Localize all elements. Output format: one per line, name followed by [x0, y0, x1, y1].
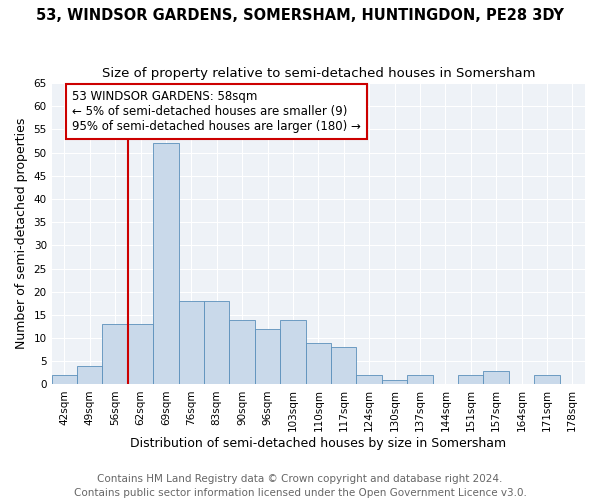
Text: Contains HM Land Registry data © Crown copyright and database right 2024.
Contai: Contains HM Land Registry data © Crown c…: [74, 474, 526, 498]
Bar: [356, 375, 382, 384]
Text: 53, WINDSOR GARDENS, SOMERSHAM, HUNTINGDON, PE28 3DY: 53, WINDSOR GARDENS, SOMERSHAM, HUNTINGD…: [36, 8, 564, 22]
Bar: [179, 301, 204, 384]
Bar: [77, 366, 103, 384]
Bar: [128, 324, 153, 384]
Bar: [382, 380, 407, 384]
Bar: [153, 144, 179, 384]
Bar: [305, 342, 331, 384]
Bar: [458, 375, 484, 384]
Title: Size of property relative to semi-detached houses in Somersham: Size of property relative to semi-detach…: [101, 68, 535, 80]
Bar: [407, 375, 433, 384]
Bar: [280, 320, 305, 384]
Bar: [204, 301, 229, 384]
Bar: [229, 320, 255, 384]
Bar: [103, 324, 128, 384]
Bar: [484, 370, 509, 384]
Y-axis label: Number of semi-detached properties: Number of semi-detached properties: [15, 118, 28, 350]
Bar: [331, 348, 356, 385]
Text: 53 WINDSOR GARDENS: 58sqm
← 5% of semi-detached houses are smaller (9)
95% of se: 53 WINDSOR GARDENS: 58sqm ← 5% of semi-d…: [72, 90, 361, 133]
Bar: [534, 375, 560, 384]
X-axis label: Distribution of semi-detached houses by size in Somersham: Distribution of semi-detached houses by …: [130, 437, 506, 450]
Bar: [52, 375, 77, 384]
Bar: [255, 329, 280, 384]
